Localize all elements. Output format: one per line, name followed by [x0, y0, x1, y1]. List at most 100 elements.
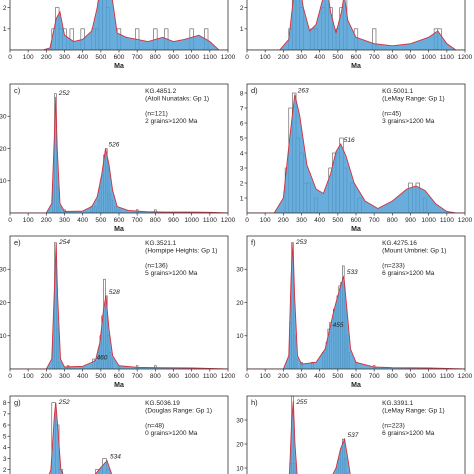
x-tick-label: 1200 — [458, 217, 473, 224]
x-axis-label: Ma — [114, 382, 124, 389]
x-tick-label: 500 — [332, 54, 343, 61]
y-tick-label: 8 — [3, 400, 7, 407]
kde-area — [283, 242, 465, 369]
kde-area — [49, 402, 112, 474]
peak-age-label: 534 — [110, 454, 121, 461]
panel-letter: h) — [251, 398, 258, 407]
plot-frame — [246, 235, 466, 370]
y-tick-label: 1 — [3, 26, 7, 33]
x-tick-label: 800 — [387, 217, 398, 224]
y-tick-label: 6 — [240, 120, 244, 127]
sample-info-line: (n=48) — [145, 423, 164, 430]
sample-info-line: (n=233) — [382, 263, 405, 270]
y-tick-label: 1 — [240, 26, 244, 33]
x-tick-label: 700 — [132, 217, 143, 224]
y-tick-label: 4 — [240, 150, 244, 157]
sample-info-line: KG.3521.1 — [145, 240, 176, 247]
x-tick-label: 400 — [77, 217, 88, 224]
kde-area — [279, 0, 456, 50]
sample-info-line: 6 grains>1200 Ma — [382, 270, 435, 277]
x-tick-label: 1100 — [440, 217, 454, 224]
x-tick-label: 100 — [260, 373, 271, 380]
y-tick-label: 2 — [240, 180, 244, 187]
y-tick-label: 10 — [236, 465, 244, 472]
x-tick-label: 1000 — [421, 373, 436, 380]
sample-info-line: (Mount Umbriel: Gp 1) — [382, 248, 446, 255]
kde-curve — [247, 94, 465, 213]
x-tick-label: 0 — [8, 373, 12, 380]
y-tick-label: 30 — [0, 267, 7, 274]
x-tick-label: 200 — [41, 217, 52, 224]
sample-info-line: KG.5001.1 — [382, 88, 413, 95]
y-tick-label: 3 — [240, 165, 244, 172]
panel-letter: g) — [14, 398, 21, 407]
x-tick-label: 900 — [168, 54, 179, 61]
peak-age-label: 460 — [97, 355, 108, 362]
histogram-bar — [372, 28, 377, 50]
x-tick-label: 900 — [405, 54, 416, 61]
x-tick-label: 100 — [23, 54, 34, 61]
x-tick-label: 400 — [314, 217, 325, 224]
sample-info-line: 0 grains>1200 Ma — [145, 430, 198, 437]
x-tick-label: 1000 — [184, 217, 199, 224]
x-tick-label: 300 — [59, 373, 70, 380]
plot-frame — [9, 395, 229, 474]
y-tick-label: 4 — [3, 445, 7, 452]
peak-age-label: 255 — [295, 399, 307, 406]
panel-d: 1 2 3 4 5 6 7 8 0 100 200 300 400 500 600 700 800 900 1000… — [240, 83, 473, 233]
kde-area — [46, 96, 228, 213]
x-axis-label: Ma — [351, 226, 361, 233]
panel-letter: c) — [14, 86, 21, 95]
sample-info-line: KG.4851.2 — [145, 88, 176, 95]
sample-info-line: KG.4275.16 — [382, 240, 417, 247]
peak-age-label: 263 — [297, 88, 309, 95]
panel-g: 2 3 4 5 6 7 8 g) KG.5036.19(Douglas Range: Gp 1)… — [3, 395, 229, 474]
x-tick-label: 400 — [314, 54, 325, 61]
x-tick-label: 300 — [296, 217, 307, 224]
x-tick-label: 800 — [387, 54, 398, 61]
x-tick-label: 600 — [351, 217, 362, 224]
x-tick-label: 200 — [278, 54, 289, 61]
x-tick-label: 700 — [132, 373, 143, 380]
x-tick-label: 1200 — [458, 373, 473, 380]
sample-info-line: 3 grains>1200 Ma — [382, 118, 435, 125]
x-tick-label: 1000 — [184, 54, 199, 61]
x-tick-label: 200 — [278, 373, 289, 380]
x-tick-label: 700 — [369, 54, 380, 61]
x-axis-label: Ma — [351, 63, 361, 70]
kde-curve — [289, 400, 351, 474]
sample-info-line: 6 grains>1200 Ma — [382, 430, 435, 437]
x-tick-label: 100 — [23, 373, 34, 380]
kde-curve — [48, 402, 113, 474]
x-tick-label: 600 — [351, 54, 362, 61]
peak-age-label: 516 — [344, 137, 355, 144]
x-tick-label: 1200 — [221, 217, 236, 224]
y-tick-label: 1 — [240, 195, 244, 202]
x-tick-label: 900 — [168, 217, 179, 224]
panel-a: 1 2 0 100 200 300 400 500 600 700 800 900 1000 1100 12… — [3, 0, 236, 70]
x-tick-label: 1000 — [184, 373, 199, 380]
x-tick-label: 800 — [150, 54, 161, 61]
x-tick-label: 1100 — [203, 373, 217, 380]
x-tick-label: 300 — [59, 217, 70, 224]
panel-letter: e) — [14, 238, 21, 247]
y-tick-label: 7 — [240, 105, 244, 112]
x-tick-label: 100 — [260, 217, 271, 224]
panel-b: 1 2 0 100 200 300 400 500 600 700 800 900 1000 1100 12… — [240, 0, 473, 70]
panel-h: 10 20 30 h) KG.3391.1(LeMay Range: Gp 1) (n=2… — [236, 395, 466, 474]
kde-curve — [247, 242, 465, 369]
x-tick-label: 1100 — [203, 54, 217, 61]
y-tick-label: 7 — [3, 411, 7, 418]
peak-age-label: 455 — [333, 322, 344, 329]
sample-info-line: (n=223) — [382, 423, 405, 430]
peak-age-label: 533 — [347, 269, 358, 276]
panel-letter: f) — [251, 238, 256, 247]
peak-age-label: 537 — [348, 432, 359, 439]
sample-info-line: (LeMay Range: Gp 1) — [382, 96, 445, 103]
y-tick-label: 20 — [0, 146, 7, 153]
plot-area-c — [10, 93, 228, 213]
x-tick-label: 1000 — [421, 54, 436, 61]
